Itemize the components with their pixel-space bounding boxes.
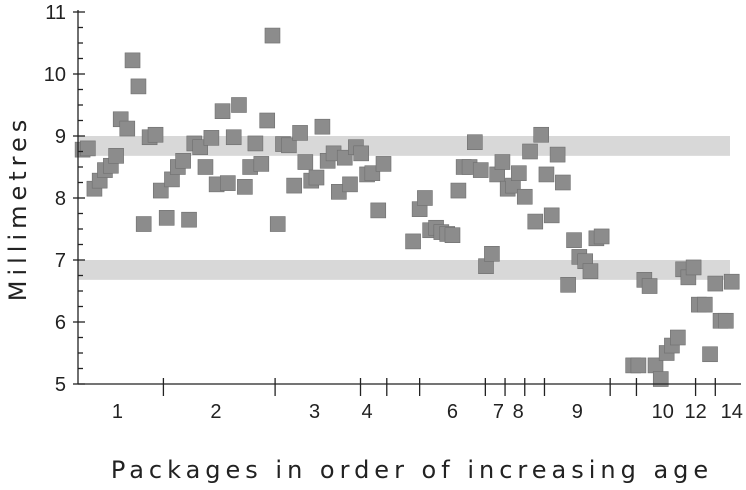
data-point bbox=[685, 259, 702, 276]
data-point bbox=[314, 118, 331, 135]
data-point bbox=[527, 213, 544, 230]
y-axis-title: Millimetres bbox=[4, 115, 32, 302]
data-point bbox=[723, 273, 740, 290]
data-point bbox=[286, 177, 302, 194]
y-tick-label: 10 bbox=[44, 64, 66, 86]
data-point bbox=[225, 129, 242, 146]
data-point bbox=[417, 190, 433, 206]
data-point bbox=[231, 97, 247, 113]
data-point bbox=[444, 227, 461, 243]
package-label: 2 bbox=[210, 401, 221, 423]
data-point bbox=[522, 143, 538, 160]
reference-band-2 bbox=[78, 260, 730, 280]
package-label: 4 bbox=[362, 401, 373, 423]
axes bbox=[77, 10, 741, 385]
data-point bbox=[135, 216, 152, 232]
y-tick-label: 5 bbox=[55, 374, 66, 396]
data-point bbox=[264, 27, 281, 44]
data-point bbox=[259, 112, 276, 129]
package-label: 1 bbox=[112, 401, 123, 423]
data-point bbox=[702, 346, 718, 363]
data-point bbox=[181, 211, 197, 228]
data-point bbox=[269, 216, 286, 232]
data-point bbox=[237, 179, 253, 195]
data-point bbox=[582, 263, 599, 279]
data-point bbox=[253, 156, 270, 172]
data-point bbox=[450, 182, 467, 199]
data-point bbox=[593, 228, 610, 245]
y-ticks: 5 6 7 8 9 10 11 bbox=[44, 2, 85, 396]
package-label: 12 bbox=[684, 401, 706, 423]
data-point bbox=[214, 103, 231, 119]
y-tick-label: 8 bbox=[55, 188, 66, 210]
data-point bbox=[472, 162, 489, 178]
data-point bbox=[494, 154, 511, 170]
data-point bbox=[175, 153, 191, 169]
package-label: 9 bbox=[572, 401, 583, 423]
data-point bbox=[158, 210, 175, 226]
data-point bbox=[219, 175, 236, 191]
data-point bbox=[533, 126, 549, 143]
package-label: 10 bbox=[652, 401, 674, 423]
data-point bbox=[641, 278, 658, 294]
package-label: 6 bbox=[447, 401, 458, 423]
data-point bbox=[80, 140, 96, 157]
data-point bbox=[707, 275, 724, 292]
data-point bbox=[375, 156, 392, 172]
data-point bbox=[203, 130, 220, 146]
data-point bbox=[560, 276, 576, 293]
data-point bbox=[516, 188, 533, 205]
data-point bbox=[670, 329, 686, 346]
data-point bbox=[467, 134, 483, 150]
data-point bbox=[119, 120, 136, 137]
data-point bbox=[543, 207, 560, 224]
data-point bbox=[370, 202, 387, 219]
data-point bbox=[652, 371, 669, 387]
x-axis-title: Packages in order of increasing age bbox=[111, 456, 713, 484]
data-point bbox=[538, 166, 555, 183]
data-point bbox=[124, 52, 141, 69]
data-point bbox=[297, 154, 314, 170]
y-tick-label: 9 bbox=[55, 126, 66, 148]
data-point bbox=[353, 145, 369, 162]
data-point bbox=[718, 312, 734, 329]
data-point bbox=[197, 159, 214, 175]
package-label: 3 bbox=[309, 401, 320, 423]
package-labels: 1 2 3 4 6 7 8 9 10 12 14 bbox=[112, 401, 743, 423]
data-point bbox=[292, 125, 308, 141]
data-point bbox=[630, 357, 647, 374]
y-tick-label: 6 bbox=[55, 312, 66, 334]
data-point bbox=[308, 169, 325, 186]
data-point bbox=[405, 233, 421, 250]
package-label: 8 bbox=[513, 401, 524, 423]
data-point bbox=[511, 165, 527, 181]
package-label: 14 bbox=[721, 401, 743, 423]
data-point bbox=[108, 148, 124, 164]
data-point bbox=[281, 137, 297, 154]
data-point bbox=[555, 174, 571, 191]
y-tick-label: 11 bbox=[45, 2, 66, 24]
reference-band-1 bbox=[78, 136, 730, 156]
data-point bbox=[484, 246, 500, 262]
data-point bbox=[130, 78, 147, 95]
x-ticks bbox=[162, 378, 716, 396]
data-point bbox=[696, 296, 713, 313]
data-point bbox=[247, 135, 264, 152]
package-label: 7 bbox=[493, 401, 504, 423]
data-point bbox=[342, 176, 358, 193]
data-point bbox=[147, 126, 164, 143]
data-points bbox=[74, 27, 740, 387]
data-point bbox=[566, 232, 582, 248]
y-tick-label: 7 bbox=[55, 250, 66, 272]
data-point bbox=[549, 146, 566, 163]
